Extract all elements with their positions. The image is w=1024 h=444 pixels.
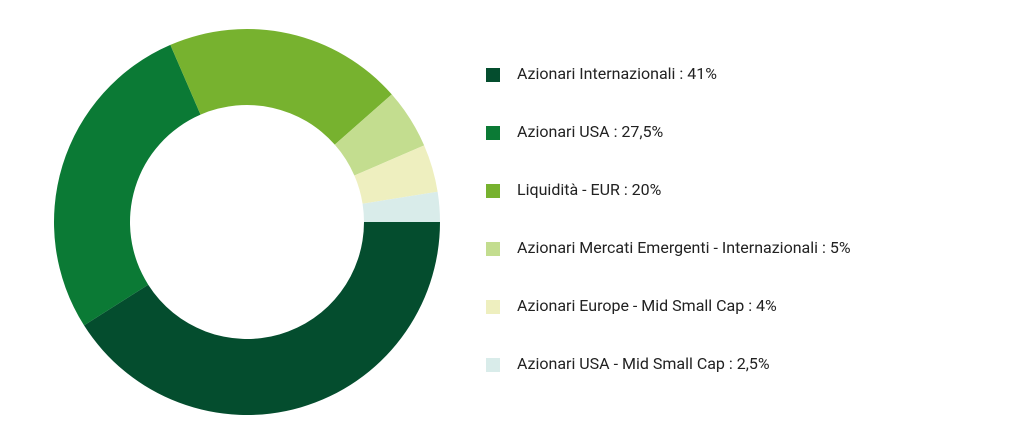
legend-label: Azionari USA - Mid Small Cap : 2,5% — [517, 354, 770, 373]
legend-swatch — [486, 242, 500, 256]
legend-swatch — [486, 184, 500, 198]
legend-swatch — [486, 300, 500, 314]
legend-label: Liquidità - EUR : 20% — [517, 180, 662, 199]
legend-label: Azionari USA : 27,5% — [517, 122, 664, 141]
donut-slice — [334, 94, 425, 176]
legend-label: Azionari Mercati Emergenti - Internazion… — [517, 238, 851, 257]
donut-slice — [362, 191, 440, 222]
legend-swatch — [486, 358, 500, 372]
donut-slice — [54, 44, 201, 326]
legend-swatch — [486, 68, 500, 82]
legend-label: Azionari Europe - Mid Small Cap : 4% — [517, 296, 777, 315]
legend-label: Azionari Internazionali : 41% — [517, 64, 717, 83]
legend-swatch — [486, 126, 500, 140]
donut-slice — [170, 29, 392, 145]
donut-slice — [84, 222, 440, 415]
donut-slice — [354, 145, 438, 204]
